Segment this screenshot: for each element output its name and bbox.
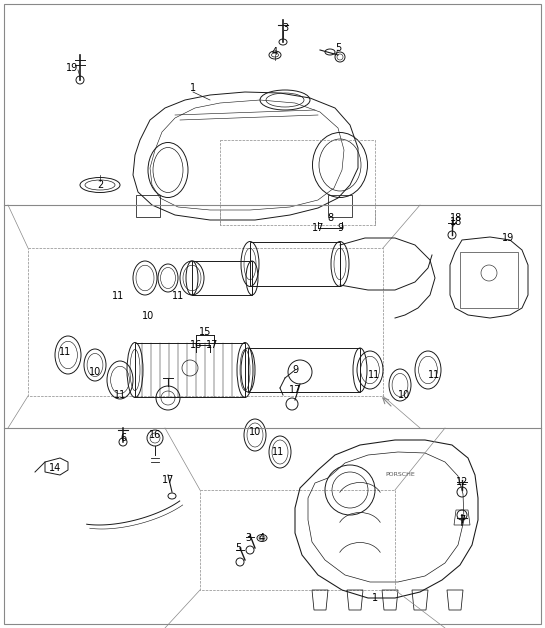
- Bar: [200, 490, 395, 590]
- Text: 5: 5: [235, 543, 241, 553]
- Text: 10: 10: [142, 311, 154, 321]
- Text: 14: 14: [49, 463, 61, 473]
- Text: 16: 16: [149, 430, 161, 440]
- Text: 4: 4: [259, 533, 265, 543]
- Text: 16: 16: [190, 340, 202, 350]
- Text: 12: 12: [456, 477, 468, 487]
- Bar: [28, 248, 383, 396]
- Text: 17: 17: [206, 340, 218, 350]
- Text: 4: 4: [272, 47, 278, 57]
- Text: 19: 19: [502, 233, 514, 243]
- Text: PORSCHE: PORSCHE: [385, 472, 415, 477]
- Text: 11: 11: [112, 291, 124, 301]
- Text: 10: 10: [398, 390, 410, 400]
- Text: 17: 17: [312, 223, 324, 233]
- Text: 11: 11: [368, 370, 380, 380]
- Text: 1: 1: [372, 593, 378, 603]
- Text: 2: 2: [97, 180, 103, 190]
- Text: 11: 11: [172, 291, 184, 301]
- Text: 6: 6: [120, 433, 126, 443]
- Text: 10: 10: [249, 427, 261, 437]
- Text: 15: 15: [199, 327, 211, 337]
- Text: 17: 17: [162, 475, 174, 485]
- Text: 1: 1: [190, 83, 196, 93]
- Bar: [460, 252, 518, 308]
- Text: 19: 19: [66, 63, 78, 73]
- Text: 3: 3: [282, 23, 288, 33]
- Text: 11: 11: [114, 390, 126, 400]
- Text: 9: 9: [292, 365, 298, 375]
- Text: 11: 11: [272, 447, 284, 457]
- Text: 18: 18: [450, 213, 462, 223]
- Text: 7: 7: [459, 515, 465, 525]
- Text: 3: 3: [245, 533, 251, 543]
- Text: 11: 11: [428, 370, 440, 380]
- Text: 5: 5: [335, 43, 341, 53]
- Bar: [220, 140, 375, 225]
- Text: 10: 10: [89, 367, 101, 377]
- Text: 11: 11: [59, 347, 71, 357]
- Text: 9: 9: [337, 223, 343, 233]
- Text: 8: 8: [327, 213, 333, 223]
- Text: 17: 17: [289, 385, 301, 395]
- Text: 18: 18: [450, 217, 462, 227]
